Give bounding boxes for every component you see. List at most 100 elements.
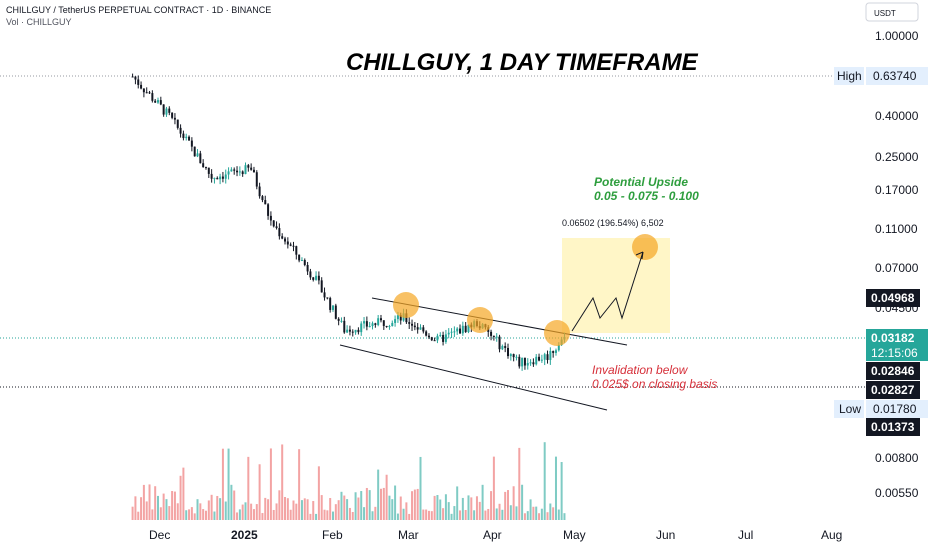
candle-body [433, 340, 436, 342]
candle-body [236, 170, 239, 173]
volume-bar [532, 506, 535, 520]
candle-body [303, 260, 306, 265]
volume-bar [159, 507, 162, 520]
candle-body [391, 322, 394, 327]
volume-bar [244, 502, 247, 520]
volume-bar [523, 513, 526, 520]
volume-bar [374, 506, 377, 520]
volume-bar [416, 488, 419, 520]
volume-bar [332, 511, 334, 520]
candle-body [436, 335, 439, 341]
volume-bar [221, 448, 224, 520]
candle-body [300, 260, 303, 262]
volume-bar [504, 491, 507, 520]
volume-bar [272, 509, 275, 520]
candle-body [459, 328, 462, 334]
candle-body [204, 167, 207, 169]
volume-bar [543, 442, 546, 520]
candle-body [507, 347, 509, 357]
volume-bar [343, 495, 346, 520]
candle-body [453, 331, 456, 333]
candle-body [540, 359, 543, 361]
volume-bar [154, 486, 157, 520]
candle-body [379, 318, 382, 321]
volume-bar [388, 495, 391, 520]
candle-body [140, 84, 143, 89]
candle-body [337, 318, 340, 321]
volume-bar [255, 504, 258, 520]
candle-body [495, 336, 498, 338]
volume-bar [475, 496, 478, 520]
candle-body [165, 108, 168, 115]
candle-body [176, 119, 179, 128]
volume-bar [357, 497, 360, 520]
volume-bar [224, 501, 227, 520]
candle-body [159, 100, 162, 105]
price-tick: 0.00800 [875, 451, 919, 465]
candle-body [332, 305, 334, 310]
volume-bar [196, 499, 199, 520]
candle-body [247, 165, 250, 168]
volume-bar [312, 501, 315, 520]
price-tick: 0.40000 [875, 109, 919, 123]
volume-legend: Vol · CHILLGUY [6, 17, 72, 27]
volume-bar [210, 494, 213, 520]
volume-bar [467, 495, 470, 520]
candle-body [244, 165, 247, 175]
candle-body [354, 329, 357, 333]
target-circle [632, 234, 658, 260]
time-axis[interactable]: Dec 2025 Feb Mar Apr May Jun Jul Aug [149, 528, 842, 542]
candle-body [182, 133, 185, 139]
volume-bar [145, 501, 148, 520]
candle-body [512, 354, 515, 358]
measure-label: 0.06502 (196.54%) 6,502 [562, 218, 664, 228]
volume-bar [411, 491, 414, 520]
candle-body [464, 325, 467, 333]
volume-bar [326, 510, 329, 520]
candle-body [284, 238, 287, 242]
volume-bar [498, 503, 501, 520]
candle-body [388, 326, 391, 328]
volume-bar [507, 490, 509, 520]
volume-bar [247, 456, 250, 520]
candle-body [258, 186, 261, 197]
candle-body [219, 176, 222, 180]
candle-body [492, 335, 495, 337]
candle-body [157, 100, 159, 103]
volume-bar [340, 491, 343, 520]
candle-body [255, 172, 258, 187]
volume-bars [131, 442, 566, 520]
candle-body [224, 174, 227, 179]
volume-bar [495, 508, 498, 520]
volume-bar [447, 502, 450, 520]
volume-bar [492, 456, 495, 520]
date-tick: Dec [149, 528, 170, 542]
candle-body [509, 354, 512, 357]
projection-arrow-icon [635, 251, 644, 260]
candle-body [151, 93, 154, 101]
candle-body [326, 297, 329, 299]
volume-bar [185, 510, 188, 520]
volume-bar [176, 503, 179, 520]
volume-bar [140, 497, 143, 520]
volume-bar [173, 491, 176, 520]
channel-lower-line[interactable] [339, 344, 608, 411]
candle-body [188, 136, 191, 141]
candle-body [210, 173, 213, 179]
volume-bar [351, 511, 354, 520]
candle-body [456, 328, 459, 332]
volume-bar [518, 447, 521, 520]
volume-bar [264, 497, 267, 520]
currency-button[interactable]: USDT [865, 2, 919, 22]
candle-body [238, 171, 241, 173]
volume-bar [323, 509, 326, 520]
volume-bar [427, 510, 430, 520]
candle-body [278, 228, 281, 237]
price-tick: 0.25000 [875, 150, 919, 164]
candle-body [233, 169, 236, 171]
volume-bar [230, 484, 233, 520]
candle-body [413, 325, 416, 328]
volume-bar [300, 500, 303, 520]
volume-bar [430, 511, 433, 520]
